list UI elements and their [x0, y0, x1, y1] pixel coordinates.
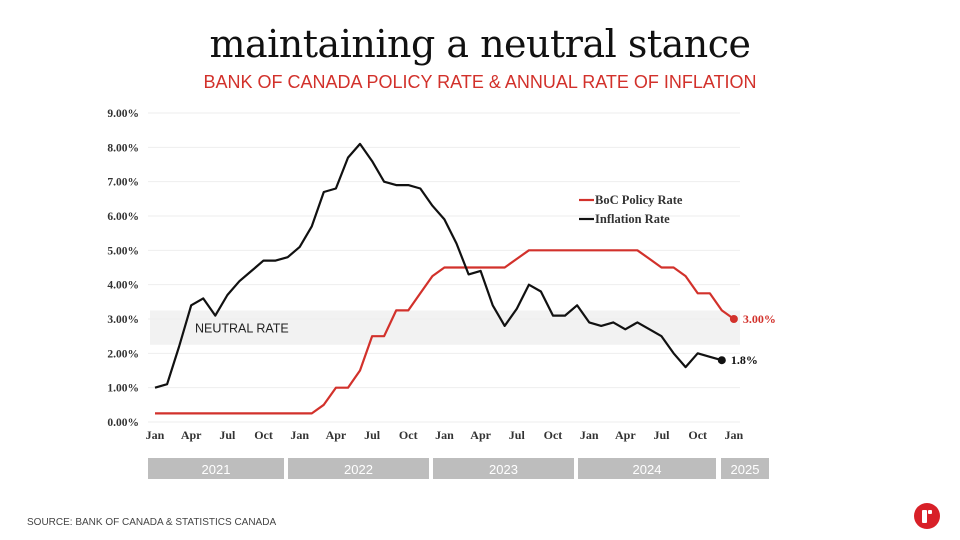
y-tick-label: 2.00%: [107, 348, 139, 360]
y-tick-label: 5.00%: [107, 245, 139, 257]
neutral-rate-band: [150, 310, 740, 345]
chart-subtitle: BANK OF CANADA POLICY RATE & ANNUAL RATE…: [203, 72, 757, 92]
x-tick-label: Jul: [654, 428, 671, 442]
year-bar-2023: [433, 458, 574, 479]
page-title: maintaining a neutral stance: [209, 22, 751, 66]
x-tick-label: Jul: [364, 428, 381, 442]
x-tick-label: Oct: [544, 428, 563, 442]
x-tick-label: Jan: [290, 428, 309, 442]
source-note: SOURCE: BANK OF CANADA & STATISTICS CANA…: [27, 517, 277, 528]
policy-rate-line: [155, 249, 735, 415]
y-tick-label: 0.00%: [107, 417, 139, 429]
year-bar-2025: [721, 458, 769, 479]
x-tick-label: Apr: [615, 428, 636, 442]
y-tick-label: 9.00%: [107, 108, 139, 120]
y-tick-label: 6.00%: [107, 211, 139, 223]
neutral-rate-label: NEUTRAL RATE: [195, 322, 289, 336]
x-tick-label: Jan: [435, 428, 454, 442]
year-label: 2021: [202, 462, 231, 477]
x-tick-label: Oct: [399, 428, 418, 442]
policy-rate-end-label: 3.00%: [743, 312, 776, 326]
legend-label: BoC Policy Rate: [595, 193, 683, 207]
x-tick-label: Jan: [580, 428, 599, 442]
inflation-rate-line: [154, 142, 723, 389]
x-tick-label: Jan: [146, 428, 165, 442]
x-tick-label: Jul: [509, 428, 526, 442]
legend-label: Inflation Rate: [595, 212, 670, 226]
x-tick-label: Apr: [326, 428, 347, 442]
year-bar-2021: [148, 458, 284, 479]
year-label: 2022: [344, 462, 373, 477]
y-tick-label: 1.00%: [107, 383, 139, 395]
year-label: 2024: [633, 462, 662, 477]
y-tick-label: 3.00%: [107, 314, 139, 326]
y-tick-label: 8.00%: [107, 142, 139, 154]
policy-rate-end-marker: [729, 315, 738, 323]
y-tick-label: 4.00%: [107, 280, 139, 292]
x-tick-label: Apr: [181, 428, 202, 442]
year-bar-2022: [288, 458, 429, 479]
brand-logo-icon: [914, 503, 940, 529]
x-tick-label: Apr: [470, 428, 491, 442]
x-tick-label: Jan: [725, 428, 744, 442]
y-tick-label: 7.00%: [107, 177, 139, 189]
year-bar-2024: [578, 458, 716, 479]
x-tick-label: Jul: [219, 428, 236, 442]
inflation-rate-end-label: 1.8%: [731, 353, 758, 367]
x-tick-label: Oct: [254, 428, 273, 442]
inflation-rate-end-marker: [717, 356, 726, 365]
year-label: 2025: [731, 462, 760, 477]
x-tick-label: Oct: [688, 428, 707, 442]
year-label: 2023: [489, 462, 518, 477]
